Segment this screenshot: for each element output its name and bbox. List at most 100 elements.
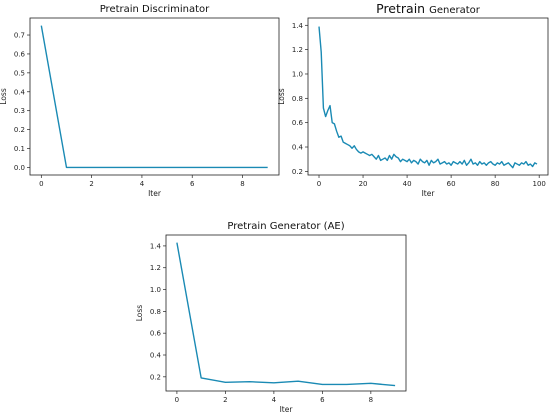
data-point (505, 163, 507, 165)
data-point (514, 162, 516, 164)
data-point (402, 158, 404, 160)
y-tick-label: 1.2 (150, 264, 161, 272)
y-axis-label: Loss (0, 88, 8, 105)
data-point (200, 377, 202, 379)
data-point (499, 163, 501, 165)
plot-frame (29, 17, 280, 176)
data-point (373, 156, 375, 158)
data-point (413, 159, 415, 161)
data-point (521, 162, 523, 164)
chart-pretrain-generator: 0 20 40 60 80 100 0.2 0.4 0.6 0.8 1.0 1.2 1.4 Iter Los… (277, 1, 549, 198)
x-axis-label: Iter (422, 189, 436, 198)
x-axis-label: Iter (148, 189, 162, 198)
data-point (371, 153, 373, 155)
chart-title: Pretrain Discriminator (100, 4, 210, 15)
data-point (424, 162, 426, 164)
data-point (191, 166, 193, 168)
data-point (395, 156, 397, 158)
x-tick-label: 0 (175, 396, 179, 404)
data-point (501, 161, 503, 163)
data-point (483, 162, 485, 164)
data-point (333, 123, 335, 125)
data-point (474, 162, 476, 164)
data-point (439, 163, 441, 165)
series-line (40, 25, 268, 169)
y-tick-label: 0.4 (14, 88, 26, 96)
data-point (65, 166, 67, 168)
data-point (297, 380, 299, 382)
data-point (536, 163, 538, 165)
x-tick-label: 20 (359, 180, 368, 188)
y-tick-label: 0.6 (14, 50, 26, 58)
chart-title-sub: Generator (429, 5, 481, 16)
y-tick-label: 1.4 (150, 242, 162, 250)
y-axis-label: Loss (135, 305, 144, 322)
y-tick-label: 0.5 (14, 69, 25, 77)
data-point (327, 109, 329, 111)
data-point (417, 163, 419, 165)
data-point (242, 166, 244, 168)
data-point (370, 382, 372, 384)
data-point (479, 161, 481, 163)
data-point (410, 162, 412, 164)
data-point (358, 151, 360, 153)
x-axis-label: Iter (280, 405, 294, 414)
x-tick-label: 0 (317, 180, 321, 188)
data-point (516, 163, 518, 165)
y-tick-label: 0.8 (292, 95, 303, 103)
data-point (267, 166, 269, 168)
data-point (428, 164, 430, 166)
y-tick-label: 1.2 (292, 46, 303, 54)
data-point (322, 107, 324, 109)
data-point (362, 151, 364, 153)
data-point (448, 162, 450, 164)
data-point (507, 162, 509, 164)
data-point (320, 51, 322, 53)
data-point (415, 161, 417, 163)
x-tick-label: 4 (272, 396, 277, 404)
data-point (360, 152, 362, 154)
data-point (355, 148, 357, 150)
data-point (342, 141, 344, 143)
data-point (452, 161, 454, 163)
data-point (450, 164, 452, 166)
y-tick-label: 1.4 (292, 22, 304, 30)
data-point (496, 162, 498, 164)
data-point (166, 166, 168, 168)
data-point (470, 158, 472, 160)
data-point (273, 382, 275, 384)
data-point (446, 163, 448, 165)
data-point (468, 162, 470, 164)
data-point (510, 164, 512, 166)
x-tick-label: 100 (533, 180, 546, 188)
x-tick-label: 2 (223, 396, 227, 404)
data-point (406, 161, 408, 163)
y-tick-label: 0.6 (292, 119, 304, 127)
data-point (377, 155, 379, 157)
data-point (325, 116, 327, 118)
x-tick-label: 0 (39, 180, 43, 188)
data-point (141, 166, 143, 168)
data-point (463, 159, 465, 161)
data-point (116, 166, 118, 168)
data-point (534, 162, 536, 164)
data-point (336, 130, 338, 132)
data-point (386, 159, 388, 161)
y-tick-label: 0.0 (14, 164, 25, 172)
data-point (391, 158, 393, 160)
data-point (347, 144, 349, 146)
y-tick-label: 0.4 (150, 352, 162, 360)
data-point (397, 157, 399, 159)
data-point (512, 167, 514, 169)
data-point (430, 159, 432, 161)
data-point (435, 161, 437, 163)
x-tick-label: 8 (369, 396, 373, 404)
data-point (492, 163, 494, 165)
data-point (366, 153, 368, 155)
data-point (353, 145, 355, 147)
data-point (532, 165, 534, 167)
data-point (224, 381, 226, 383)
chart-pretrain-generator-ae: 0 2 4 6 8 0.2 0.4 0.6 0.8 1.0 1.2 1.4 Iter Loss Pretra… (135, 221, 407, 414)
x-tick-label: 40 (403, 180, 412, 188)
